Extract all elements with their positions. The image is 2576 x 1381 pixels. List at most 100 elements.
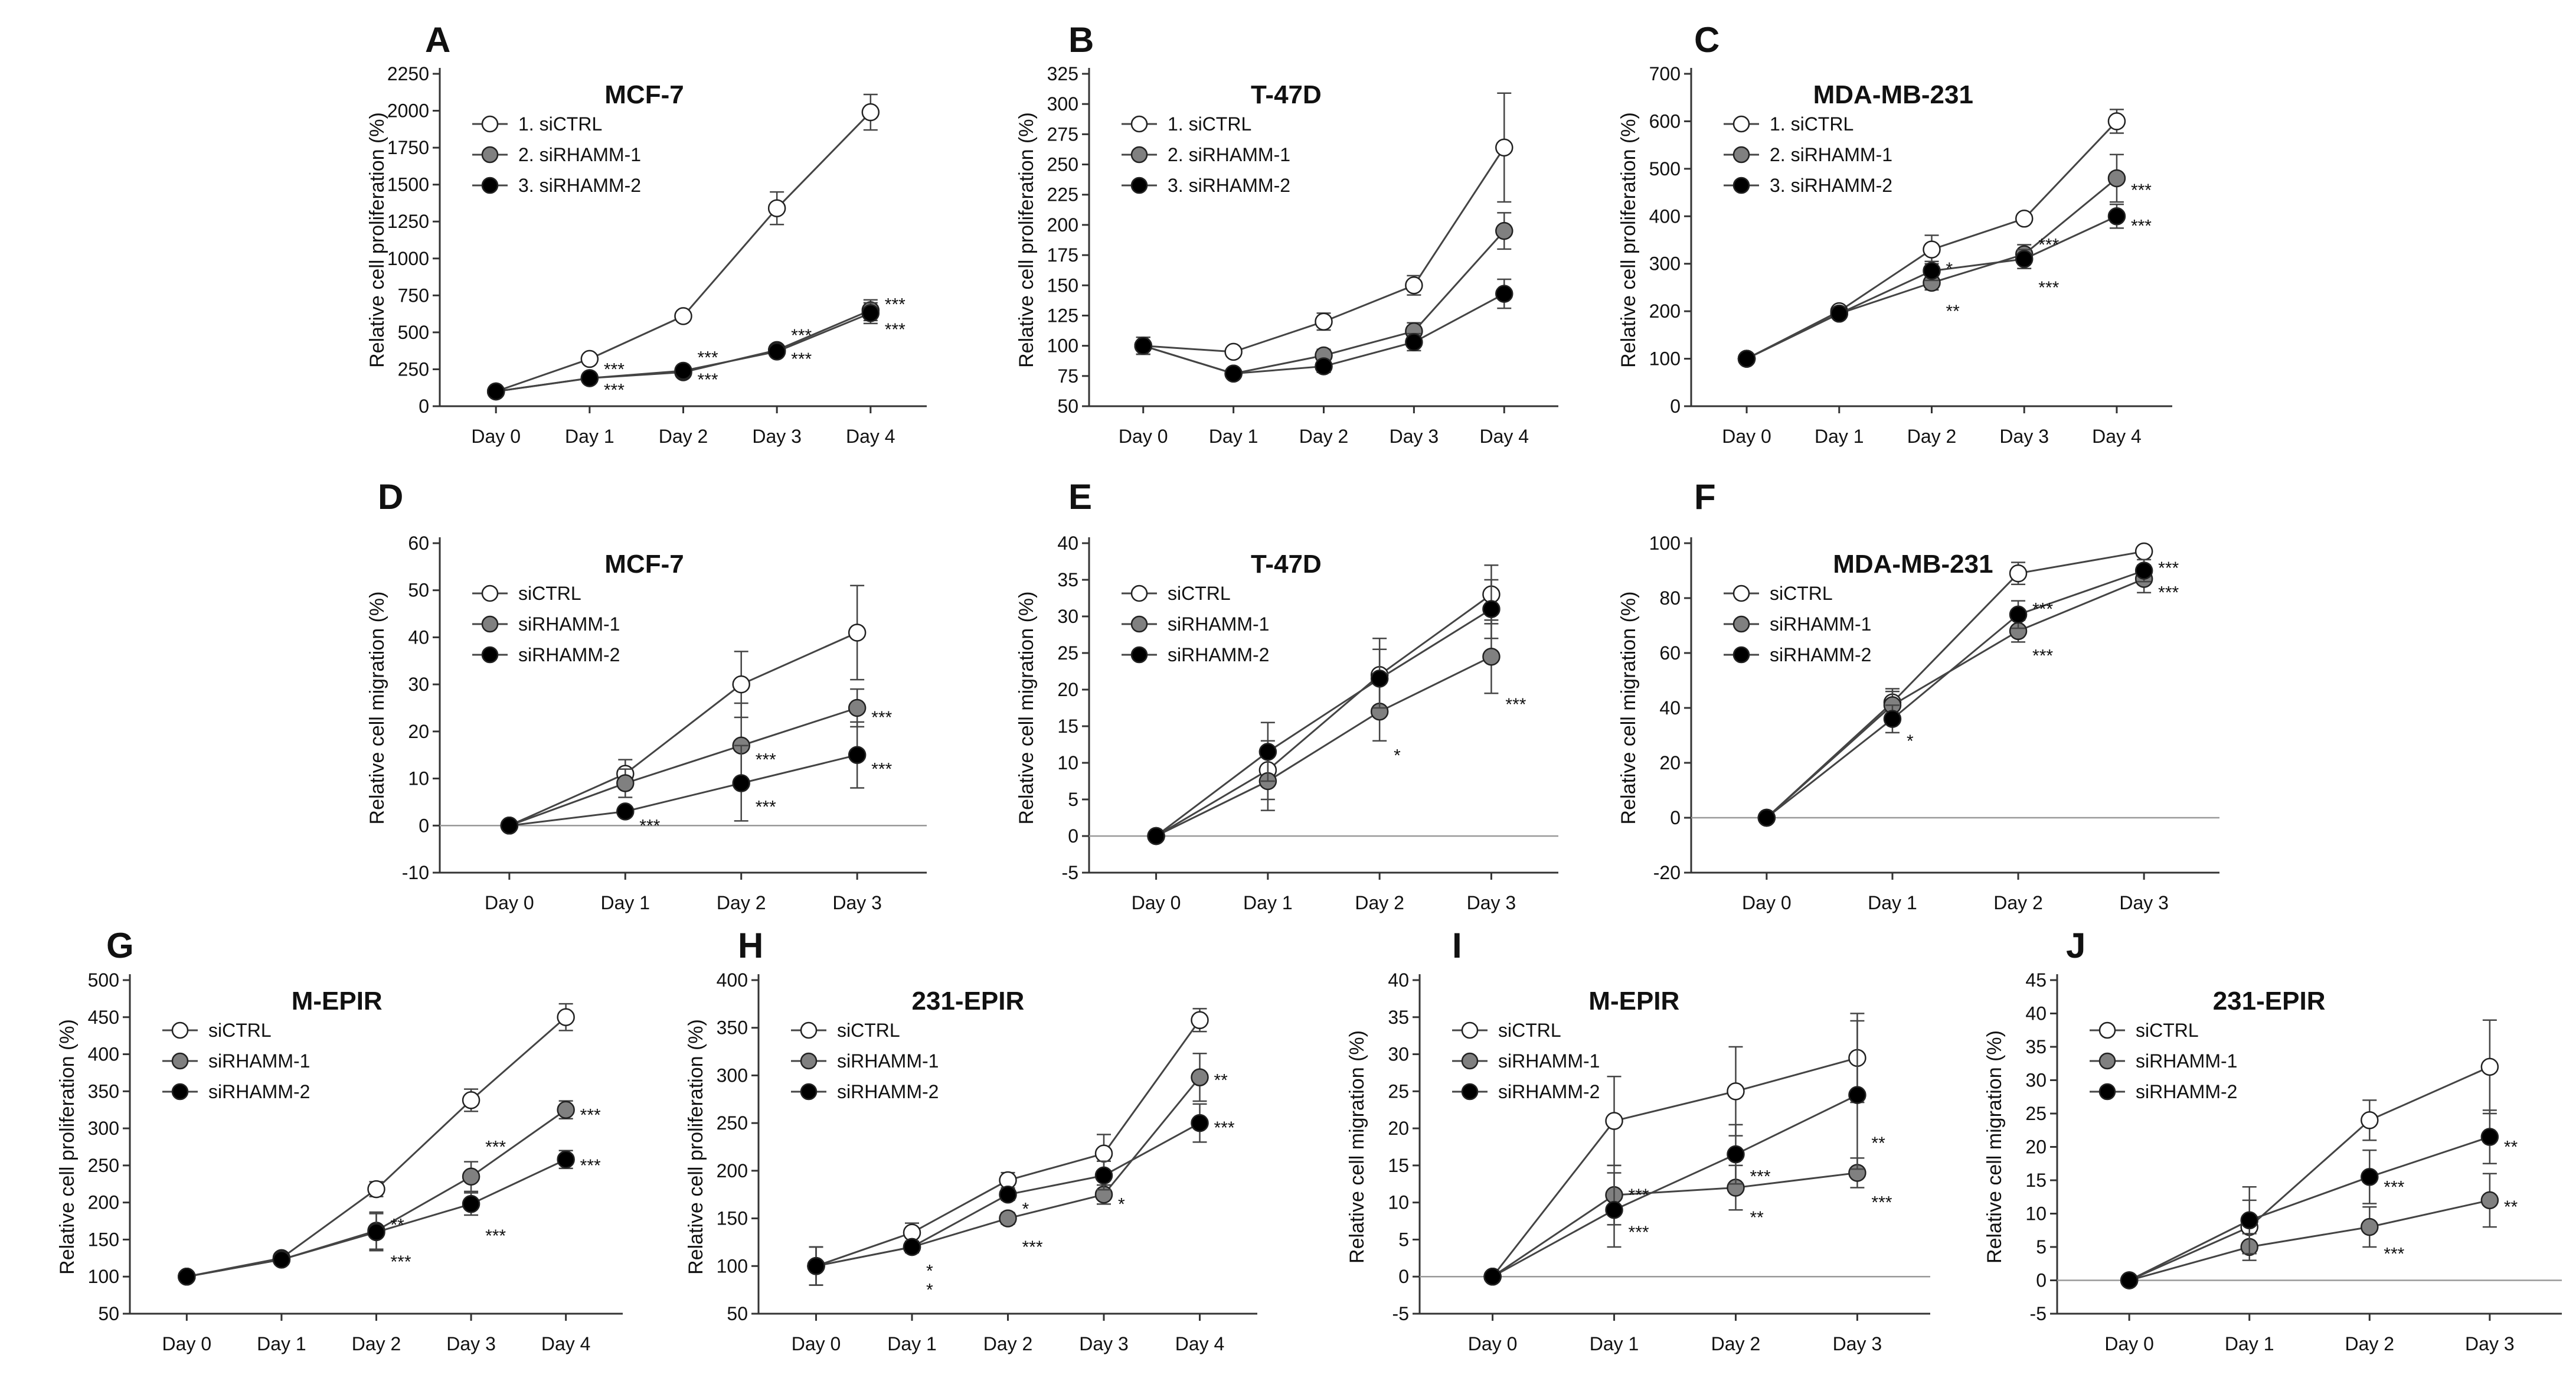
series-sirhamm-1 <box>1757 564 2153 827</box>
series-line <box>1155 593 1492 837</box>
series-line <box>1766 578 2145 819</box>
legend-label: siRHAMM-1 <box>208 1050 310 1072</box>
x-tick-label: Day 1 <box>1815 426 1864 447</box>
series-sirhamm-2 <box>178 1150 575 1286</box>
y-axis-title: Relative cell proliferation (%) <box>56 1019 79 1275</box>
legend-marker <box>800 1052 818 1070</box>
data-point <box>1224 342 1243 361</box>
x-tick-label: Day 1 <box>887 1333 937 1354</box>
data-point <box>2009 564 2028 583</box>
significance-label: *** <box>2032 647 2053 666</box>
significance-label: *** <box>1750 1167 1770 1187</box>
data-point <box>732 774 750 792</box>
series-line <box>2129 1066 2490 1281</box>
chart-panel-i: I -5 0 5 10 15 20 25 30 35 40 Day 0 Day 1 Day 2 Day 3 R… <box>1346 926 1930 1354</box>
chart-panel-h: H 50 100 150 200 250 300 350 400 Day 0 Day 1 Day 2 D… <box>685 926 1257 1354</box>
data-point <box>1605 1112 1623 1130</box>
y-tick-label: 175 <box>1047 244 1078 266</box>
data-point <box>486 382 505 401</box>
x-tick-label: Day 3 <box>1467 892 1516 913</box>
data-point <box>903 1238 921 1256</box>
data-point <box>1191 1068 1209 1086</box>
series-sirhamm-2 <box>1483 1020 1866 1286</box>
significance-label: *** <box>1022 1238 1043 1257</box>
significance-label: *** <box>2158 559 2179 578</box>
y-tick-label: 35 <box>1388 1007 1409 1028</box>
significance-label: *** <box>580 1156 601 1176</box>
y-tick-label: 700 <box>1649 63 1681 84</box>
y-tick-label: 50 <box>98 1303 119 1324</box>
legend-marker <box>1732 646 1750 664</box>
y-axis-title: Relative cell migration (%) <box>1346 1030 1368 1264</box>
x-tick-label: Day 3 <box>752 426 802 447</box>
significance-label: *** <box>485 1138 506 1157</box>
data-point <box>1495 221 1513 240</box>
x-tick-label: Day 1 <box>1868 892 1917 913</box>
y-tick-label: 40 <box>408 626 429 648</box>
y-tick-label: 20 <box>1388 1118 1409 1139</box>
y-axis-title: Relative cell proliferation (%) <box>685 1019 707 1275</box>
x-tick-label: Day 3 <box>446 1333 496 1354</box>
y-tick-label: 300 <box>717 1065 748 1086</box>
y-tick-label: -10 <box>402 862 429 883</box>
data-point <box>767 199 786 217</box>
legend-marker <box>481 646 499 664</box>
data-point <box>367 1223 385 1242</box>
y-axis-title: Relative cell proliferation (%) <box>1617 112 1640 368</box>
y-tick-label: 100 <box>1649 348 1681 370</box>
legend-label: siRHAMM-2 <box>1168 644 1269 665</box>
y-tick-label: 10 <box>1057 752 1078 773</box>
x-tick-label: Day 2 <box>2345 1333 2394 1354</box>
y-tick-label: 50 <box>408 580 429 601</box>
data-point <box>1495 138 1513 157</box>
data-point <box>1883 710 1902 728</box>
data-point <box>861 103 880 122</box>
data-point <box>732 675 750 694</box>
panel-letter: J <box>2066 926 2085 965</box>
data-point <box>462 1091 480 1109</box>
chart-panel-a: A 0 250 500 750 1000 1250 1500 1750 2000 2250 Day 0… <box>366 20 927 447</box>
data-point <box>848 746 867 764</box>
data-point <box>1147 827 1165 845</box>
x-tick-label: Day 2 <box>1355 892 1404 913</box>
legend-label: 2. siRHAMM-1 <box>518 144 641 165</box>
series-sirhamm-1 <box>2120 1173 2499 1289</box>
y-tick-label: 350 <box>88 1080 119 1102</box>
data-point <box>1405 333 1423 351</box>
y-tick-label: 150 <box>88 1229 119 1250</box>
series-sirhamm-2 <box>807 1103 1209 1286</box>
y-tick-label: 400 <box>717 969 748 991</box>
chart-panel-j: J -5 0 5 10 15 20 25 30 35 40 45 Day 0 Day 1 Day 2 Day … <box>1983 926 2562 1354</box>
chart-title: MDA-MB-231 <box>1833 550 1993 579</box>
y-tick-label: 0 <box>1398 1266 1409 1287</box>
y-tick-label: 350 <box>717 1017 748 1039</box>
x-tick-label: Day 2 <box>659 426 708 447</box>
x-tick-label: Day 0 <box>485 892 534 913</box>
legend-marker <box>1461 1021 1479 1039</box>
data-point <box>616 802 635 821</box>
data-point <box>557 1101 575 1119</box>
y-tick-label: 30 <box>2025 1070 2047 1091</box>
series-line <box>1492 1094 1858 1278</box>
data-point <box>807 1257 825 1275</box>
chart-title: M-EPIR <box>1588 987 1679 1016</box>
significance-label: *** <box>604 360 625 379</box>
y-tick-label: 0 <box>1670 807 1681 828</box>
legend-label: siCTRL <box>837 1020 900 1041</box>
series-sirhamm-2 <box>500 721 867 835</box>
y-tick-label: 5 <box>2036 1236 2047 1258</box>
chart-title: 231-EPIR <box>912 987 1025 1016</box>
panel-letter: C <box>1694 20 1719 60</box>
y-tick-label: 15 <box>1388 1155 1409 1176</box>
data-point <box>999 1209 1017 1227</box>
y-tick-label: 400 <box>1649 205 1681 227</box>
chart-panel-c: C 0 100 200 300 400 500 600 700 Day 0 Day 1 Day 2 Da… <box>1617 20 2172 447</box>
data-point <box>1923 240 1941 259</box>
chart-title: 231-EPIR <box>2213 987 2326 1016</box>
series-line <box>2129 1199 2490 1281</box>
y-tick-label: 40 <box>1659 697 1681 719</box>
significance-label: ** <box>1946 302 1960 321</box>
series-sirhamm-2 <box>1757 559 2153 827</box>
data-point <box>1315 357 1333 376</box>
y-tick-label: 0 <box>2036 1270 2047 1291</box>
